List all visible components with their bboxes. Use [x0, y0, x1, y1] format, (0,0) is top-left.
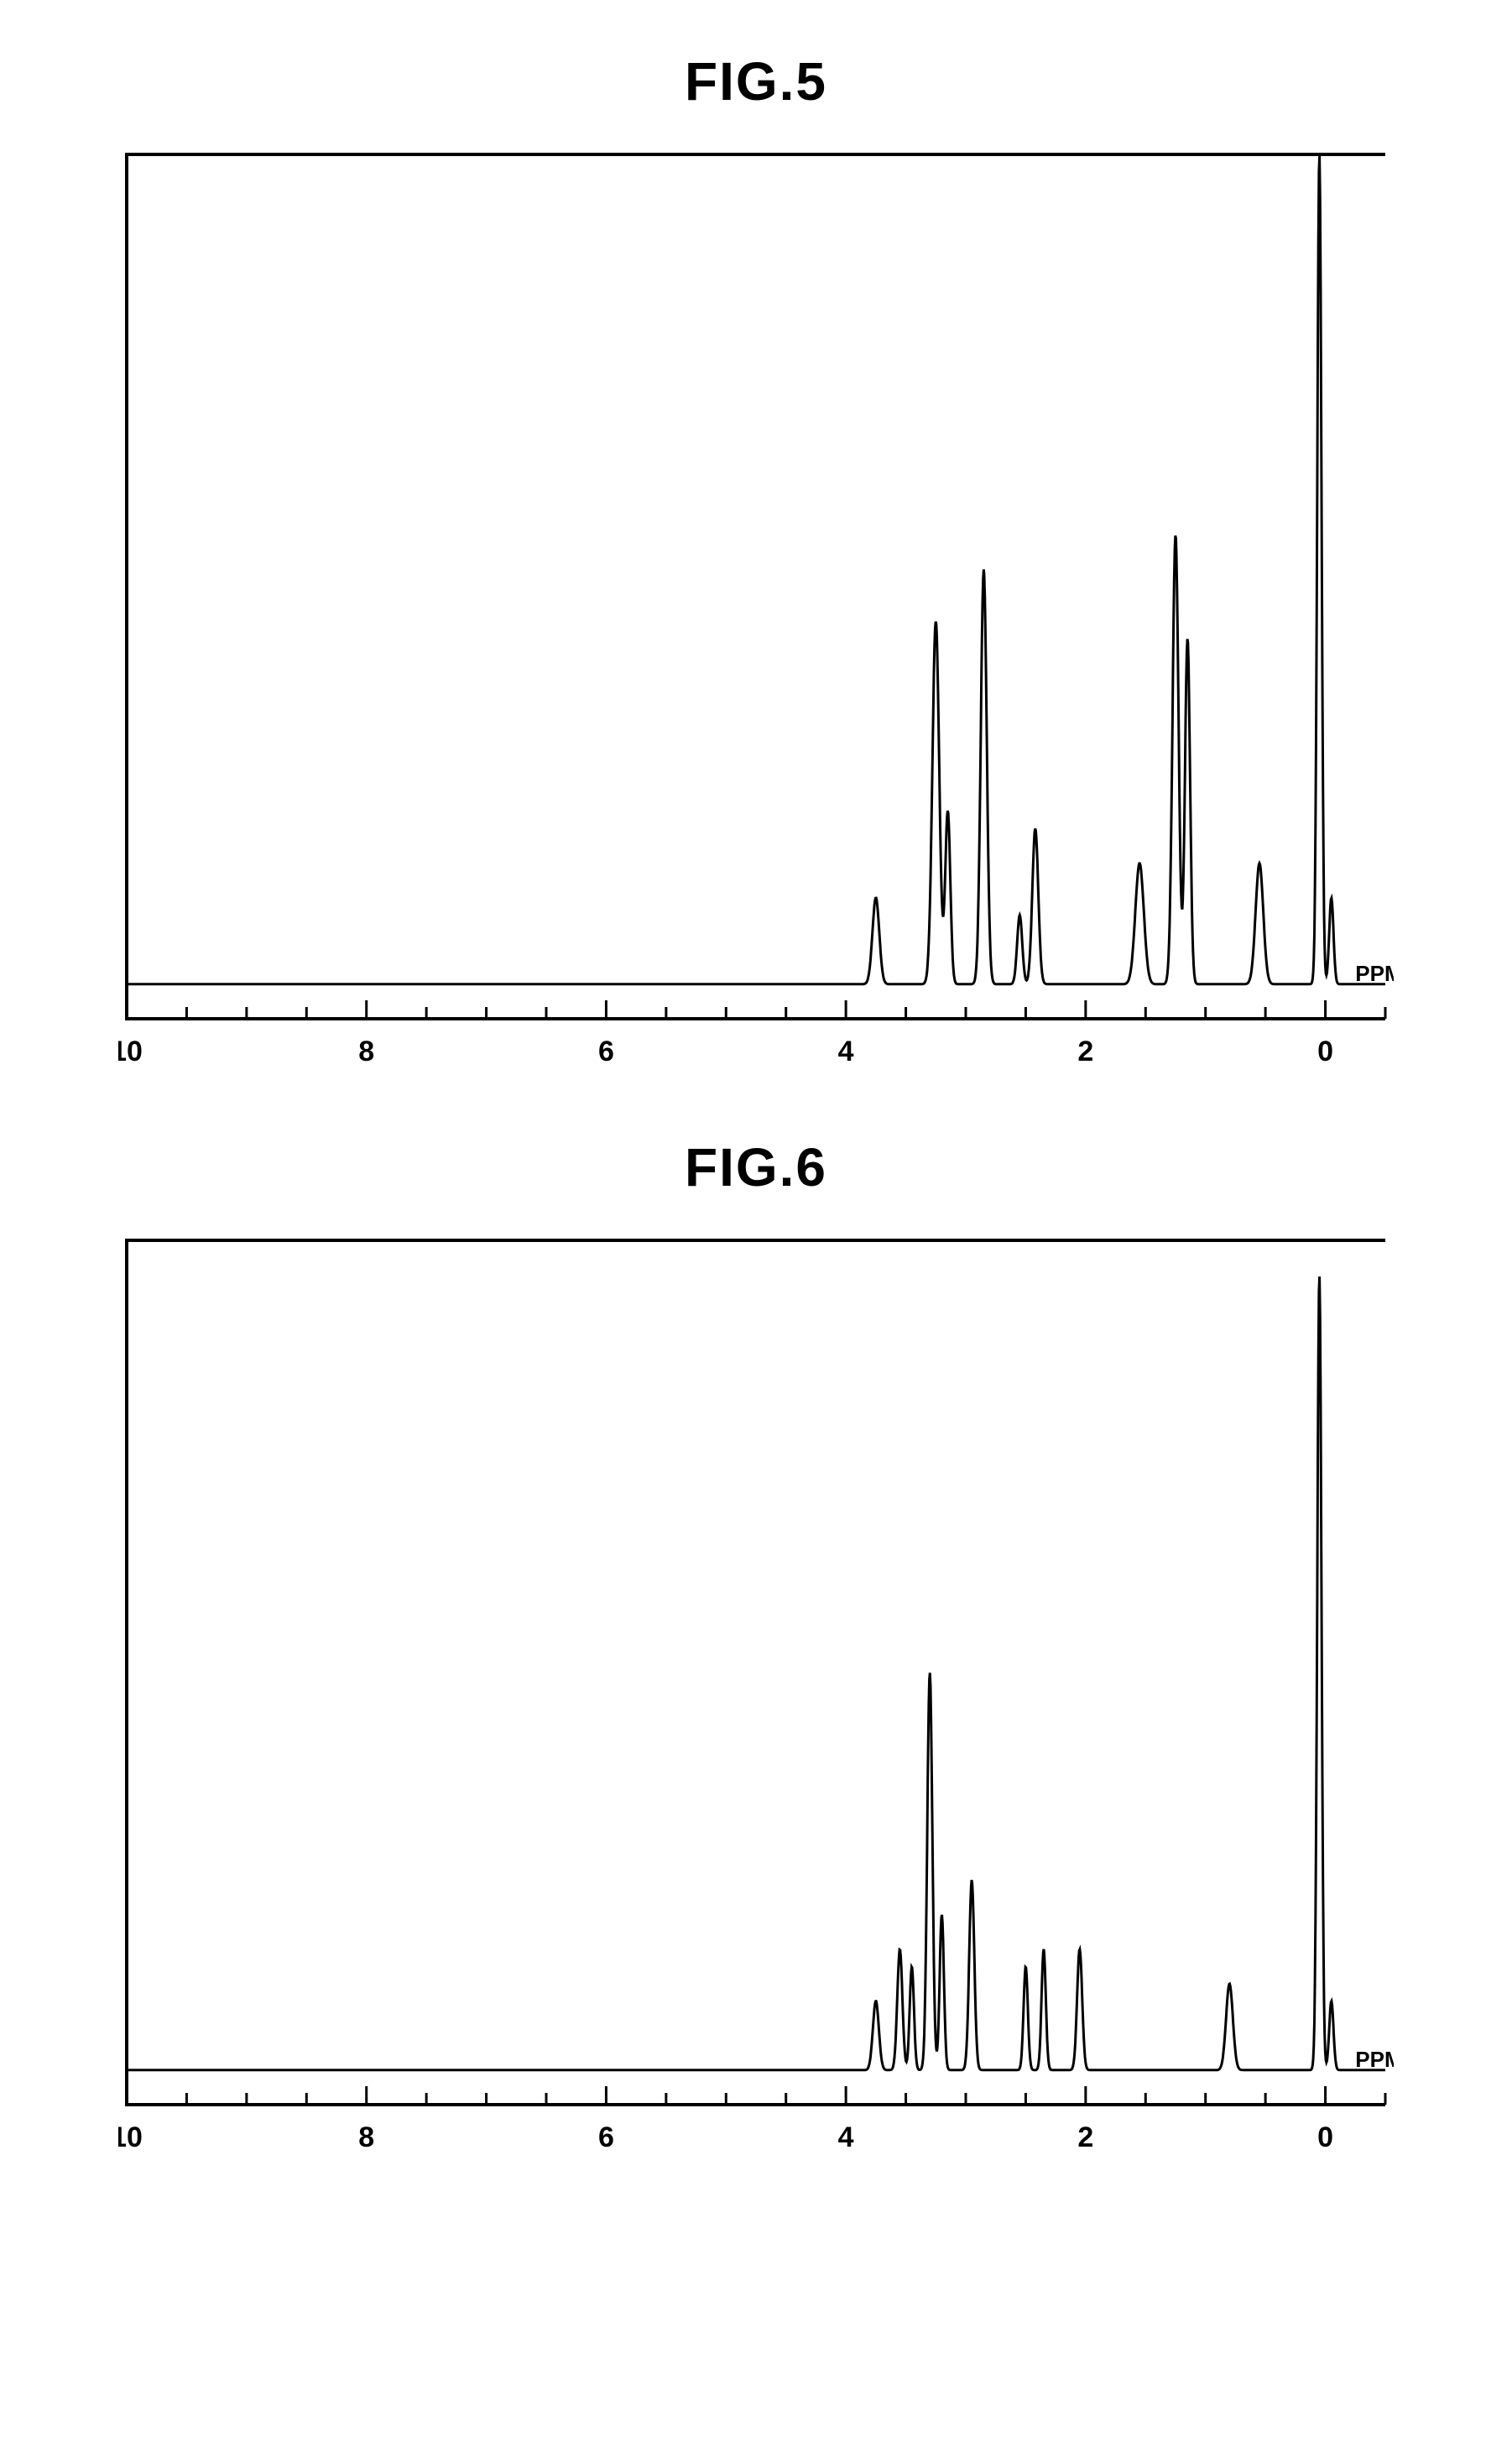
plot-frame — [127, 1240, 1385, 2105]
x-tick-label: 2 — [1077, 2121, 1093, 2153]
x-tick-label: 0 — [1317, 1036, 1333, 1067]
page-root: FIG.5 10 8 6 4 2 0 PPM FIG.6 10 8 6 4 2 0 PPM — [0, 0, 1512, 2289]
nmr-spectrum-plot: 10 8 6 4 2 0 PPM — [118, 1232, 1394, 2172]
x-tick-label: 10 — [118, 1036, 143, 1067]
x-tick-label: 10 — [118, 2121, 143, 2153]
x-unit-label: PPM — [1355, 961, 1394, 986]
plot-wrap: 10 8 6 4 2 0 PPM — [118, 1232, 1394, 2172]
figure-title: FIG.5 — [117, 50, 1395, 112]
x-tick-label: 4 — [838, 2121, 854, 2153]
x-tick-label: 6 — [598, 2121, 614, 2153]
x-tick-label: 2 — [1077, 1036, 1093, 1067]
nmr-spectrum-plot: 10 8 6 4 2 0 PPM — [118, 146, 1394, 1086]
plot-frame — [127, 154, 1385, 1019]
x-tick-label: 8 — [358, 2121, 374, 2153]
x-tick-label: 6 — [598, 1036, 614, 1067]
x-tick-label: 0 — [1317, 2121, 1333, 2153]
figure-title: FIG.6 — [117, 1136, 1395, 1198]
x-tick-label: 4 — [838, 1036, 854, 1067]
plot-wrap: 10 8 6 4 2 0 PPM — [118, 146, 1394, 1086]
x-tick-label: 8 — [358, 1036, 374, 1067]
spectrum-trace — [127, 156, 1385, 984]
spectrum-trace — [127, 1276, 1385, 2070]
x-unit-label: PPM — [1355, 2047, 1394, 2072]
